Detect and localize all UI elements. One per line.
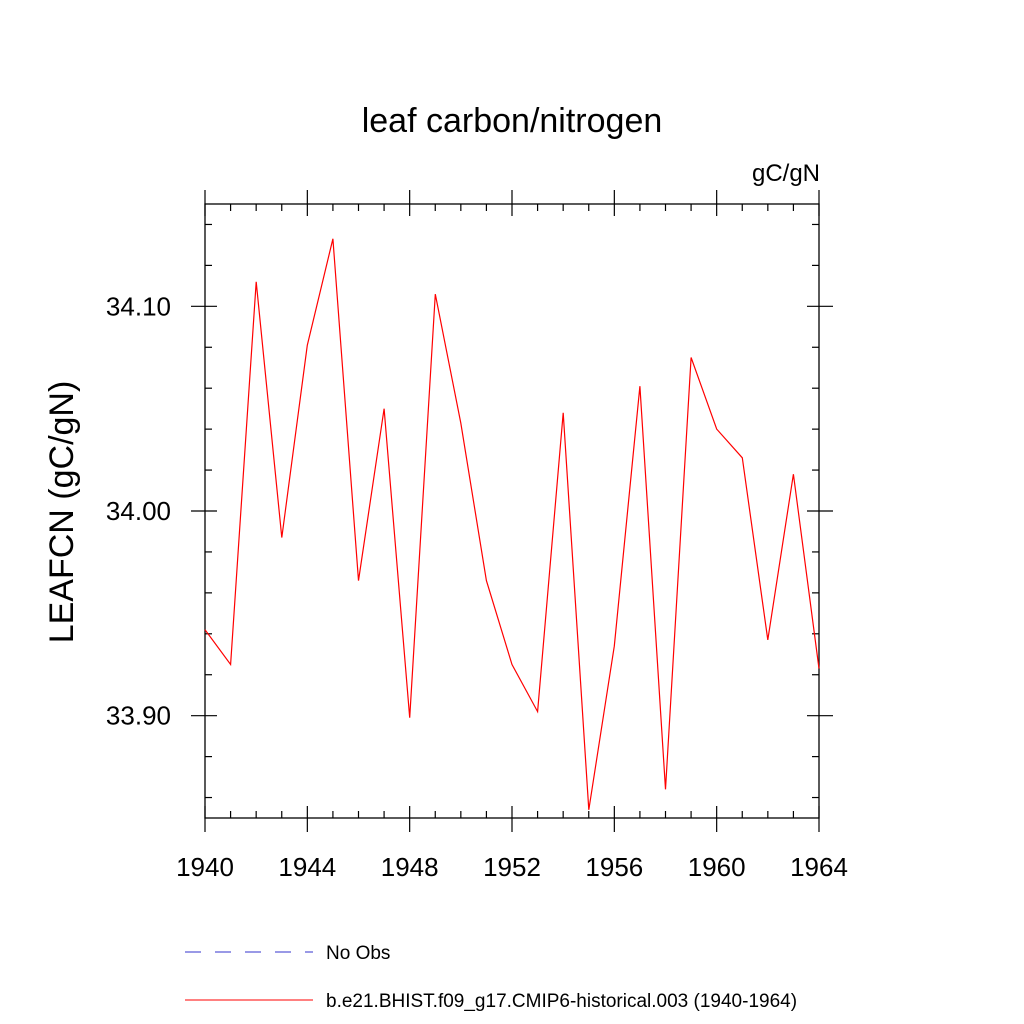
- series-line: [204, 238, 820, 810]
- y-tick-label: 34.10: [106, 291, 171, 321]
- y-tick-label: 33.90: [106, 701, 171, 731]
- units-label: gC/gN: [752, 160, 820, 187]
- legend: No Obs b.e21.BHIST.f09_g17.CMIP6-historic…: [185, 943, 797, 1012]
- x-tick-label: 1948: [381, 852, 439, 882]
- plot-frame: [204, 203, 820, 819]
- x-tick-label: 1960: [688, 852, 746, 882]
- y-axis-title: LEAFCN (gC/gN): [43, 381, 81, 644]
- axis-tick-labels: 1940 1944 1948 1952 1956 1960 1964 33.90 34.00 34…: [106, 291, 848, 882]
- x-tick-label: 1956: [585, 852, 643, 882]
- y-tick-label: 34.00: [106, 496, 171, 526]
- axis-ticks: [191, 190, 833, 832]
- x-tick-label: 1944: [278, 852, 336, 882]
- legend-label: No Obs: [326, 943, 390, 964]
- x-tick-label: 1952: [483, 852, 541, 882]
- chart-title: leaf carbon/nitrogen: [362, 102, 663, 140]
- x-tick-label: 1940: [176, 852, 234, 882]
- x-tick-label: 1964: [790, 852, 848, 882]
- legend-label: b.e21.BHIST.f09_g17.CMIP6-historical.003…: [326, 991, 797, 1012]
- series-lines: [204, 238, 820, 810]
